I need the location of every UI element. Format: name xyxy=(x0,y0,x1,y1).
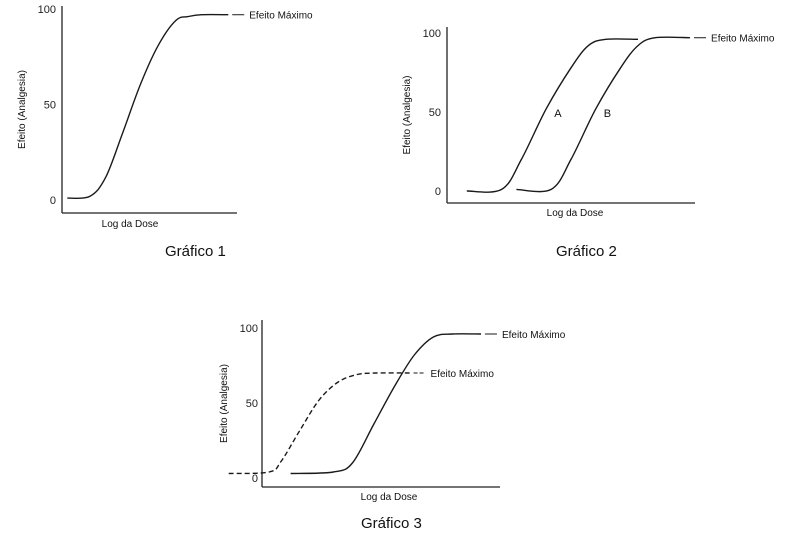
series-letter-a: A xyxy=(554,108,562,120)
y-tick-label: 100 xyxy=(240,323,258,335)
x-axis-label: Log da Dose xyxy=(102,219,159,230)
x-axis-label: Log da Dose xyxy=(547,208,604,219)
y-axis-label: Efeito (Analgesia) xyxy=(17,70,28,149)
y-tick-label: 100 xyxy=(38,4,56,16)
series-line-solid xyxy=(290,333,482,475)
chart-2: 0 50 100 Efeito (Analgesia) Log da Dose A Efei… xyxy=(402,27,775,219)
y-tick-label: 0 xyxy=(50,195,56,207)
chart2-caption: Gráfico 2 xyxy=(556,243,617,260)
series-line-dashed xyxy=(228,372,410,475)
y-tick-label: 0 xyxy=(435,186,441,198)
chart-1: 0 50 100 Efeito (Analgesia) Log da Dose Efeit… xyxy=(17,4,313,230)
x-axis-label: Log da Dose xyxy=(361,492,418,503)
series-end-label: Efeito Máximo xyxy=(711,34,775,45)
chart1-caption: Gráfico 1 xyxy=(165,243,226,260)
y-tick-label: 0 xyxy=(252,473,258,485)
series-end-label: Efeito Máximo xyxy=(249,11,313,22)
y-tick-label: 50 xyxy=(246,398,258,410)
y-tick-label: 50 xyxy=(44,100,56,112)
y-axis-label: Efeito (Analgesia) xyxy=(219,364,230,443)
series-end-label: Efeito Máximo xyxy=(431,369,495,380)
series-line-a xyxy=(466,38,639,193)
y-tick-label: 100 xyxy=(423,28,441,40)
series-letter-b: B xyxy=(604,108,611,120)
series-end-label: Efeito Máximo xyxy=(502,330,566,341)
series-line-solid xyxy=(67,13,229,200)
y-tick-label: 50 xyxy=(429,107,441,119)
series-line-b xyxy=(516,36,691,193)
y-axis-label: Efeito (Analgesia) xyxy=(402,76,413,155)
chart-3: 0 50 100 Efeito (Analgesia) Log da Dose Efeit… xyxy=(219,320,566,503)
chart3-caption: Gráfico 3 xyxy=(361,515,422,532)
